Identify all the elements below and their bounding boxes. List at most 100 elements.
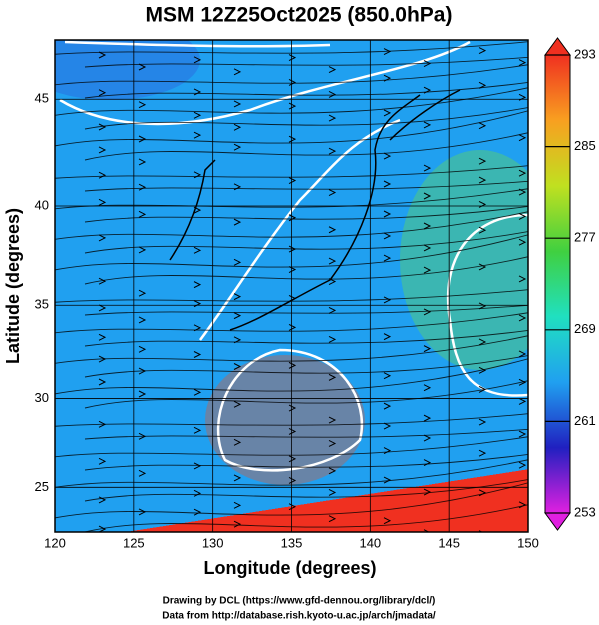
stream-arrow — [478, 226, 487, 234]
x-axis-label: Longitude (degrees) — [203, 558, 376, 578]
stream-arrow — [383, 372, 392, 380]
stream-arrow — [233, 400, 242, 408]
stream-arrow — [518, 238, 527, 246]
streamline — [55, 234, 528, 271]
y-tick-label: 25 — [35, 479, 49, 494]
x-tick-label: 125 — [123, 535, 145, 550]
stream-arrow — [288, 177, 297, 185]
stream-arrow — [518, 275, 527, 283]
stream-arrow — [328, 257, 337, 265]
stream-arrow — [518, 430, 527, 438]
stream-arrow — [98, 496, 107, 504]
stream-arrow — [233, 183, 242, 191]
streamline — [84, 355, 528, 378]
stream-arrow — [328, 335, 337, 343]
stream-arrow — [288, 135, 297, 143]
stream-arrow — [383, 232, 392, 240]
stream-arrow — [423, 488, 432, 496]
stream-arrow — [193, 206, 202, 214]
stream-arrow — [423, 459, 432, 467]
streamline — [55, 165, 528, 179]
stream-arrow — [288, 266, 297, 274]
stream-arrow — [328, 189, 337, 197]
streamline — [55, 482, 528, 519]
streamline — [84, 81, 528, 99]
stream-arrow — [478, 47, 487, 55]
stream-arrow — [193, 489, 202, 497]
stream-arrow — [423, 192, 432, 200]
stream-arrow — [233, 501, 242, 509]
credit: Drawing by DCL (https://www.gfd-dennou.o… — [163, 596, 436, 607]
stream-arrow — [328, 226, 337, 234]
stream-arrow — [383, 333, 392, 341]
stream-arrow — [383, 180, 392, 188]
streamline — [84, 428, 528, 440]
stream-arrow — [138, 246, 147, 254]
stream-arrow — [478, 418, 487, 426]
stream-arrow — [233, 293, 242, 301]
stream-arrow — [328, 66, 337, 74]
stream-arrow — [423, 384, 432, 392]
stream-arrow — [518, 397, 527, 405]
streamline — [84, 329, 528, 347]
streamline — [55, 436, 528, 458]
stream-arrow — [288, 476, 297, 484]
stream-arrow — [233, 438, 242, 446]
stream-arrow — [478, 302, 487, 310]
x-tick-label: 120 — [44, 535, 66, 550]
streamline — [55, 312, 528, 334]
stream-arrow — [288, 323, 297, 331]
colorbar-tick-label: 293 — [574, 46, 596, 61]
contour — [198, 118, 401, 341]
stream-arrow — [98, 171, 107, 179]
contour — [216, 348, 364, 472]
cold-region — [55, 40, 200, 100]
stream-arrow — [138, 210, 147, 218]
stream-arrow — [518, 134, 527, 142]
stream-arrow — [518, 59, 527, 67]
stream-arrow — [423, 86, 432, 94]
stream-arrow — [328, 488, 337, 496]
stream-arrow — [98, 304, 107, 312]
streamline — [84, 180, 528, 192]
stream-arrow — [98, 198, 107, 206]
stream-arrow — [383, 402, 392, 410]
stream-arrow — [288, 361, 297, 369]
streamline — [84, 56, 528, 68]
streamline — [55, 459, 528, 488]
x-tick-label: 150 — [517, 535, 539, 550]
stream-arrow — [328, 306, 337, 314]
stream-arrow — [383, 48, 392, 56]
colorbar-tick-label: 253 — [574, 504, 596, 519]
streamline — [84, 256, 528, 285]
stream-arrow — [328, 467, 337, 475]
stream-arrow — [98, 146, 107, 154]
stream-arrow — [98, 51, 107, 59]
stream-arrow — [138, 63, 147, 71]
streamline — [84, 107, 528, 130]
stream-arrow — [423, 121, 432, 129]
stream-arrow — [288, 102, 297, 110]
stream-arrow — [288, 455, 297, 463]
x-tick-label: 145 — [438, 535, 460, 550]
stream-arrow — [383, 74, 392, 82]
stream-arrow — [423, 60, 432, 68]
stream-arrow — [193, 131, 202, 139]
stream-arrow — [288, 54, 297, 62]
stream-arrow — [383, 210, 392, 218]
stream-arrow — [233, 520, 242, 528]
streamline — [84, 304, 528, 316]
stream-arrow — [138, 390, 147, 398]
streamline — [55, 289, 528, 303]
stream-arrow — [98, 277, 107, 285]
stream-arrow — [138, 345, 147, 353]
stream-arrow — [98, 378, 107, 386]
streamline — [84, 205, 528, 223]
stream-arrow — [193, 462, 202, 470]
stream-arrow — [138, 101, 147, 109]
stream-arrow — [193, 281, 202, 289]
streamline — [55, 41, 528, 55]
stream-arrow — [423, 164, 432, 172]
x-tick-label: 135 — [281, 535, 303, 550]
